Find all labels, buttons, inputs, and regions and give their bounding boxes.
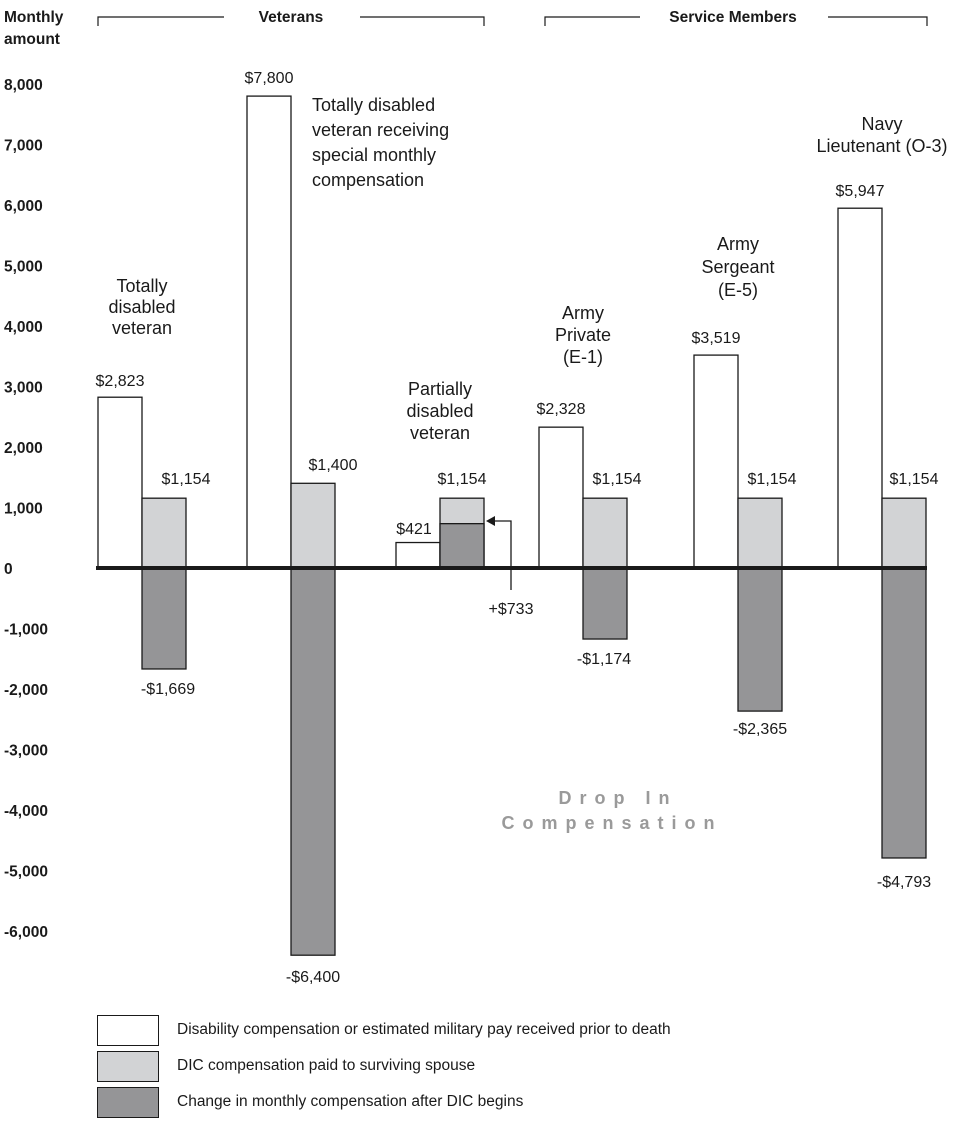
category-label: veteran receiving [312, 120, 449, 140]
prior-pay-bar [246, 95, 292, 569]
y-tick-label: -5,000 [4, 864, 48, 881]
category-label: veteran [112, 318, 172, 338]
legend-label-dic: DIC compensation paid to surviving spous… [177, 1057, 476, 1074]
data-label: $1,154 [438, 471, 487, 488]
data-label: -$4,793 [877, 874, 931, 891]
category-label: Private [555, 325, 611, 345]
group-label: Veterans [259, 9, 324, 26]
change-bar [141, 567, 187, 670]
y-axis-title-line-1: Monthly [4, 9, 64, 26]
increase-arrow-line [492, 520, 512, 590]
y-axis-title-line-2: amount [4, 31, 60, 48]
prior-pay-bar [693, 354, 739, 569]
category-label: Army [562, 303, 604, 323]
category-label: Navy [861, 114, 902, 134]
y-tick-label: 3,000 [4, 380, 43, 397]
y-tick-label: 6,000 [4, 198, 43, 215]
category-label: veteran [410, 423, 470, 443]
data-label: -$1,669 [141, 681, 195, 698]
data-label: $1,154 [162, 471, 211, 488]
data-label: $7,800 [245, 70, 294, 87]
y-tick-label: -3,000 [4, 743, 48, 760]
category-label: Totally disabled [312, 95, 435, 115]
legend-swatch-prior-pay [97, 1015, 159, 1046]
y-tick-label: 4,000 [4, 319, 43, 336]
change-bar [737, 567, 783, 712]
category-label: Totally [116, 276, 167, 296]
category-label: Lieutenant (O-3) [816, 136, 947, 156]
category-label: Partially [408, 379, 472, 399]
data-label: $421 [396, 521, 432, 538]
data-label: $1,154 [593, 471, 642, 488]
increase-arrow-head [486, 516, 495, 526]
dic-bar [582, 497, 628, 569]
data-label: -$6,400 [286, 969, 340, 986]
data-label: $2,823 [96, 373, 145, 390]
category-label: disabled [108, 297, 175, 317]
category-label: Sergeant [701, 257, 774, 277]
group-label: Service Members [669, 9, 797, 26]
change-bar [439, 523, 485, 569]
category-label: compensation [312, 170, 424, 190]
category-label: special monthly [312, 145, 436, 165]
y-tick-label: -2,000 [4, 682, 48, 699]
group-bracket [544, 16, 928, 26]
y-tick-label: 7,000 [4, 138, 43, 155]
change-bar [290, 567, 336, 956]
data-label: -$2,365 [733, 721, 787, 738]
data-label: $5,947 [836, 183, 885, 200]
data-label: -$1,174 [577, 651, 631, 668]
drop-annotation: Drop In [559, 788, 678, 808]
legend-swatch-change [97, 1087, 159, 1118]
prior-pay-bar [395, 541, 441, 569]
change-bar [881, 567, 927, 859]
data-label: $1,154 [748, 471, 797, 488]
chart-canvas: Monthly amount 8,000 7,000 6,000 5,000 4,000 3,… [4, 9, 948, 986]
y-tick-label: -6,000 [4, 924, 48, 941]
y-tick-label: -1,000 [4, 622, 48, 639]
y-tick-label: 8,000 [4, 77, 43, 94]
group-bracket [97, 16, 485, 26]
data-label: $2,328 [537, 401, 586, 418]
dic-bar [881, 497, 927, 569]
y-tick-label: 1,000 [4, 501, 43, 518]
prior-pay-bar [837, 207, 883, 569]
category-label: disabled [406, 401, 473, 421]
prior-pay-bar [538, 426, 584, 569]
y-tick-label: 5,000 [4, 259, 43, 276]
drop-annotation: Compensation [501, 813, 722, 833]
data-label: $3,519 [692, 330, 741, 347]
change-bar [582, 567, 628, 640]
category-label: (E-5) [718, 280, 758, 300]
dic-bar [141, 497, 187, 569]
data-label: $1,400 [309, 457, 358, 474]
legend-swatch-dic [97, 1051, 159, 1082]
y-tick-label: 2,000 [4, 440, 43, 457]
data-label: $1,154 [890, 471, 939, 488]
legend-label-change: Change in monthly compensation after DIC… [177, 1093, 524, 1110]
category-label: (E-1) [563, 347, 603, 367]
dic-bar [290, 482, 336, 569]
y-tick-label: 0 [4, 561, 13, 578]
prior-pay-bar [97, 396, 143, 569]
data-label: +$733 [489, 601, 534, 618]
y-tick-label: -4,000 [4, 803, 48, 820]
legend-label-prior-pay: Disability compensation or estimated mil… [177, 1021, 671, 1038]
dic-bar [737, 497, 783, 569]
category-label: Army [717, 234, 759, 254]
